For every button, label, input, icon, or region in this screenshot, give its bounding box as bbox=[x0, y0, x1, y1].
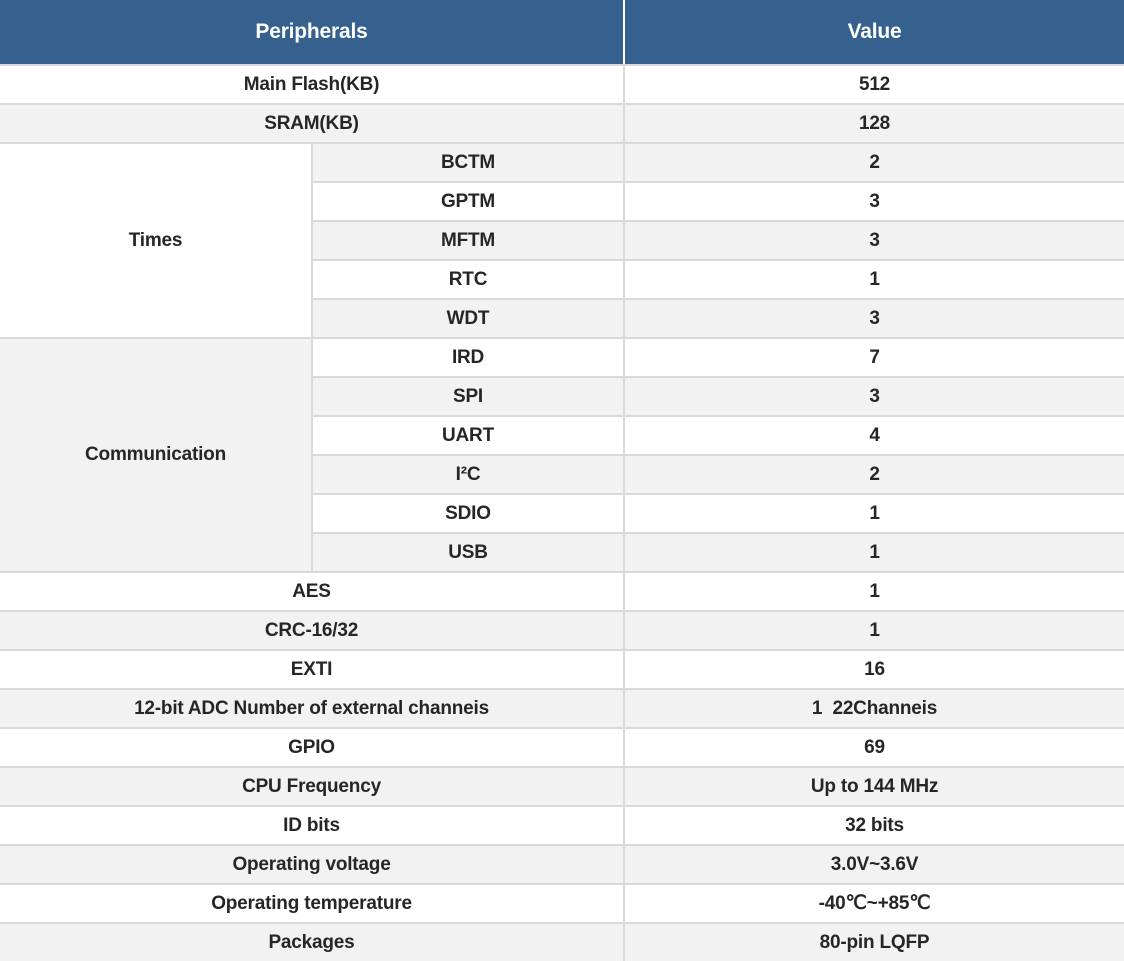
row-value: -40℃~+85℃ bbox=[623, 883, 1124, 924]
table-row-cpu-frequency: CPU Frequency Up to 144 MHz bbox=[0, 766, 1124, 807]
row-value: 128 bbox=[623, 103, 1124, 144]
table-row-operating-voltage: Operating voltage 3.0V~3.6V bbox=[0, 844, 1124, 885]
row-label: RTC bbox=[310, 259, 626, 300]
row-value: Up to 144 MHz bbox=[623, 766, 1124, 807]
row-label: ID bits bbox=[0, 805, 626, 846]
row-label: Operating voltage bbox=[0, 844, 626, 885]
table-row-rtc: RTC 1 bbox=[0, 259, 1124, 300]
row-value: 1 bbox=[623, 571, 1124, 612]
row-label: AES bbox=[0, 571, 626, 612]
row-label: CRC-16/32 bbox=[0, 610, 626, 651]
row-value: 3 bbox=[623, 298, 1124, 339]
row-label: SRAM(KB) bbox=[0, 103, 626, 144]
header-row: Peripherals Value bbox=[0, 0, 1124, 66]
group-label-communication: Communication bbox=[0, 337, 313, 573]
table-row-gpio: GPIO 69 bbox=[0, 727, 1124, 768]
row-value: 16 bbox=[623, 649, 1124, 690]
table-row-uart: UART 4 bbox=[0, 415, 1124, 456]
row-label: WDT bbox=[310, 298, 626, 339]
table-row-spi: SPI 3 bbox=[0, 376, 1124, 417]
table-row-main-flash: Main Flash(KB) 512 bbox=[0, 64, 1124, 105]
row-value: 2 bbox=[623, 454, 1124, 495]
row-value: 512 bbox=[623, 64, 1124, 105]
row-label: MFTM bbox=[310, 220, 626, 261]
row-value: 1 bbox=[623, 532, 1124, 573]
row-label: SDIO bbox=[310, 493, 626, 534]
row-value: 3.0V~3.6V bbox=[623, 844, 1124, 885]
group-label-times: Times bbox=[0, 142, 313, 339]
row-label: Packages bbox=[0, 922, 626, 961]
row-value: 80-pin LQFP bbox=[623, 922, 1124, 961]
row-value: 1 bbox=[623, 610, 1124, 651]
table-row-aes: AES 1 bbox=[0, 571, 1124, 612]
column-header-peripherals: Peripherals bbox=[0, 0, 626, 66]
table-row-wdt: WDT 3 bbox=[0, 298, 1124, 339]
table-row-packages: Packages 80-pin LQFP bbox=[0, 922, 1124, 961]
table-row-crc: CRC-16/32 1 bbox=[0, 610, 1124, 651]
row-label: UART bbox=[310, 415, 626, 456]
row-label: GPTM bbox=[310, 181, 626, 222]
row-label: IRD bbox=[310, 337, 626, 378]
row-value: 1 22Channeis bbox=[623, 688, 1124, 729]
row-label: SPI bbox=[310, 376, 626, 417]
table-row-id-bits: ID bits 32 bits bbox=[0, 805, 1124, 846]
table-row-mftm: MFTM 3 bbox=[0, 220, 1124, 261]
row-value: 4 bbox=[623, 415, 1124, 456]
row-value: 3 bbox=[623, 376, 1124, 417]
row-label: I²C bbox=[310, 454, 626, 495]
row-label: 12-bit ADC Number of external channeis bbox=[0, 688, 626, 729]
table-row-adc: 12-bit ADC Number of external channeis 1… bbox=[0, 688, 1124, 729]
row-label: Main Flash(KB) bbox=[0, 64, 626, 105]
row-label: EXTI bbox=[0, 649, 626, 690]
table-row-sdio: SDIO 1 bbox=[0, 493, 1124, 534]
row-label: GPIO bbox=[0, 727, 626, 768]
row-value: 32 bits bbox=[623, 805, 1124, 846]
row-label: Operating temperature bbox=[0, 883, 626, 924]
row-value: 1 bbox=[623, 493, 1124, 534]
table-row-i2c: I²C 2 bbox=[0, 454, 1124, 495]
table-row-bctm: Times BCTM 2 bbox=[0, 142, 1124, 339]
table-row-exti: EXTI 16 bbox=[0, 649, 1124, 690]
table-row-gptm: GPTM 3 bbox=[0, 181, 1124, 222]
table-row-usb: USB 1 bbox=[0, 532, 1124, 573]
table-row-operating-temperature: Operating temperature -40℃~+85℃ bbox=[0, 883, 1124, 924]
row-value: 69 bbox=[623, 727, 1124, 768]
row-value: 3 bbox=[623, 181, 1124, 222]
column-header-value: Value bbox=[623, 0, 1124, 66]
table-row-sram: SRAM(KB) 128 bbox=[0, 103, 1124, 144]
row-value: 7 bbox=[623, 337, 1124, 378]
row-value: 3 bbox=[623, 220, 1124, 261]
row-label: CPU Frequency bbox=[0, 766, 626, 807]
table-row-ird: Communication IRD 7 bbox=[0, 337, 1124, 573]
row-value: 1 bbox=[623, 259, 1124, 300]
row-label: BCTM bbox=[310, 142, 626, 183]
row-value: 2 bbox=[623, 142, 1124, 183]
row-label: USB bbox=[310, 532, 626, 573]
